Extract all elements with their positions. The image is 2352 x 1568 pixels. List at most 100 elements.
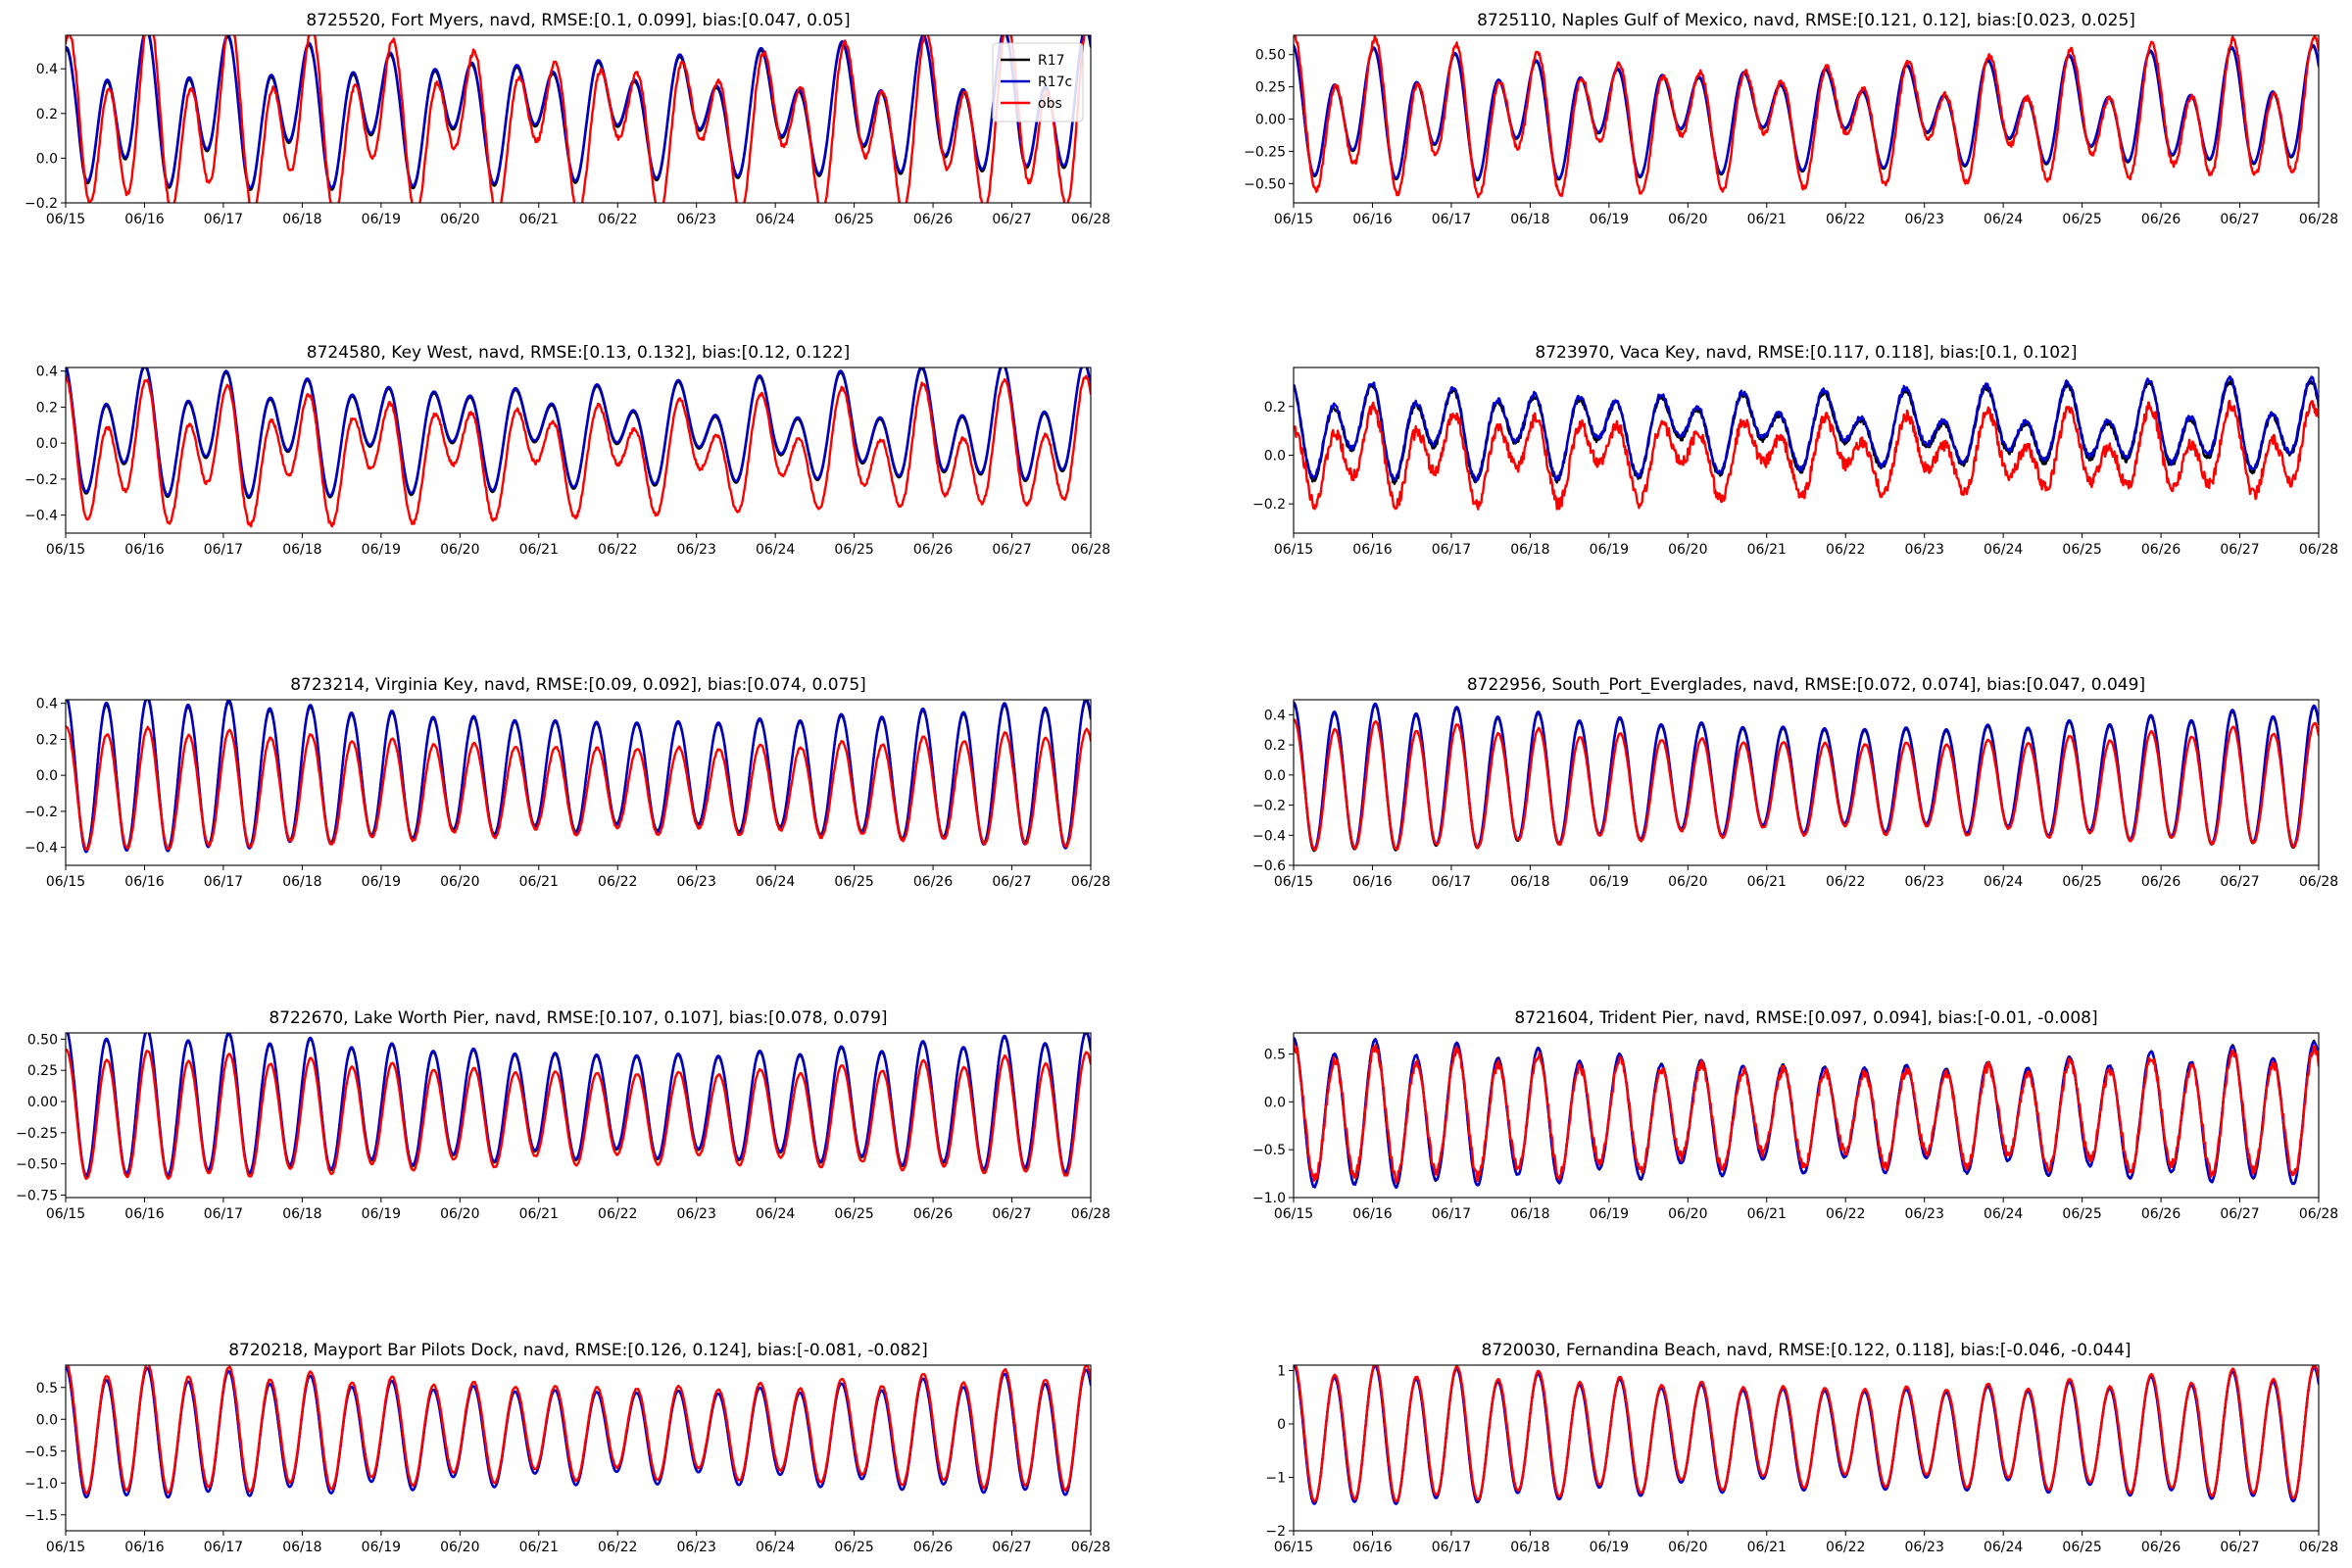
x-tick-label: 06/23 (677, 1540, 716, 1555)
legend-label: R17 (1038, 53, 1065, 69)
x-tick-label: 06/15 (1274, 1206, 1313, 1222)
y-tick-label: −1 (1265, 1470, 1286, 1486)
y-tick-label: 0.4 (1264, 708, 1286, 723)
series-line-obs (66, 725, 1091, 852)
x-tick-label: 06/20 (1668, 212, 1707, 227)
y-tick-label: −0.4 (24, 841, 58, 857)
series-line-obs (66, 35, 1086, 203)
x-tick-label: 06/28 (2299, 212, 2338, 227)
panel-7: 8722670, Lake Worth Pier, navd, RMSE:[0.… (16, 1008, 1110, 1222)
x-tick-label: 06/23 (677, 874, 716, 890)
series-line-obs (66, 1048, 1091, 1181)
series-line-r17c (67, 1033, 1091, 1177)
x-tick-label: 06/15 (1274, 1540, 1313, 1555)
x-tick-label: 06/19 (1590, 874, 1629, 890)
x-tick-label: 06/18 (1510, 874, 1549, 890)
y-tick-label: −0.50 (1244, 176, 1286, 192)
y-tick-label: 0.2 (1264, 400, 1286, 416)
x-tick-label: 06/17 (1432, 1540, 1471, 1555)
x-tick-label: 06/17 (204, 1206, 243, 1222)
y-tick-label: 0.0 (1264, 448, 1286, 464)
x-tick-label: 06/20 (440, 1540, 479, 1555)
x-tick-label: 06/15 (46, 542, 85, 558)
x-tick-label: 06/22 (598, 1540, 637, 1555)
x-tick-label: 06/19 (362, 1206, 401, 1222)
panel-6: 8722956, South_Port_Everglades, navd, RM… (1252, 675, 2338, 890)
x-tick-label: 06/25 (2062, 874, 2101, 890)
series-group (1294, 375, 2319, 511)
x-tick-label: 06/18 (1510, 1540, 1549, 1555)
y-tick-label: 0.0 (36, 768, 58, 784)
series-group (1294, 1037, 2319, 1190)
panel-1: 8725520, Fort Myers, navd, RMSE:[0.1, 0.… (24, 11, 1110, 227)
series-line-obs (1294, 1365, 2319, 1503)
x-tick-label: 06/18 (282, 874, 321, 890)
x-tick-label: 06/28 (1071, 1206, 1110, 1222)
x-tick-label: 06/26 (2141, 1206, 2180, 1222)
x-tick-label: 06/19 (1590, 1206, 1629, 1222)
series-line-obs (66, 373, 1091, 528)
x-tick-label: 06/19 (1590, 542, 1629, 558)
x-tick-label: 06/26 (913, 1206, 953, 1222)
x-tick-label: 06/25 (2062, 1206, 2101, 1222)
y-tick-label: 0.0 (1264, 1095, 1286, 1110)
x-tick-label: 06/27 (992, 1540, 1031, 1555)
legend-label: obs (1038, 96, 1062, 112)
x-tick-label: 06/26 (2141, 212, 2180, 227)
panel-2: 8725110, Naples Gulf of Mexico, navd, RM… (1244, 11, 2338, 227)
y-tick-label: 0.5 (1264, 1047, 1286, 1062)
x-tick-label: 06/24 (756, 542, 795, 558)
x-tick-label: 06/21 (1747, 1206, 1787, 1222)
x-tick-label: 06/15 (1274, 542, 1313, 558)
x-tick-label: 06/24 (756, 212, 795, 227)
x-tick-label: 06/27 (992, 1206, 1031, 1222)
panel-9: 8720218, Mayport Bar Pilots Dock, navd, … (24, 1341, 1110, 1555)
series-line-obs (1294, 718, 2319, 852)
x-tick-label: 06/18 (1510, 542, 1549, 558)
x-tick-label: 06/16 (124, 1540, 164, 1555)
x-tick-label: 06/21 (1747, 1540, 1787, 1555)
x-tick-label: 06/17 (204, 212, 243, 227)
panel-8: 8721604, Trident Pier, navd, RMSE:[0.097… (1252, 1008, 2338, 1222)
x-tick-label: 06/15 (46, 1540, 85, 1555)
x-tick-label: 06/17 (1432, 1206, 1471, 1222)
x-tick-label: 06/15 (1274, 212, 1313, 227)
x-tick-label: 06/26 (2141, 542, 2180, 558)
x-tick-label: 06/25 (834, 1206, 873, 1222)
x-tick-label: 06/18 (282, 1540, 321, 1555)
series-group (66, 35, 1091, 203)
x-tick-label: 06/25 (834, 212, 873, 227)
x-tick-label: 06/28 (1071, 874, 1110, 890)
x-tick-label: 06/19 (1590, 1540, 1629, 1555)
panel-title: 8722956, South_Port_Everglades, navd, RM… (1467, 675, 2145, 695)
y-tick-label: 0.4 (36, 365, 58, 380)
x-tick-label: 06/21 (519, 1206, 559, 1222)
y-tick-label: 0.0 (36, 151, 58, 167)
series-group (1294, 35, 2319, 199)
series-group (66, 368, 1091, 528)
x-tick-label: 06/21 (519, 874, 559, 890)
plot-frame (1293, 1032, 2320, 1199)
x-tick-label: 06/27 (2220, 1540, 2259, 1555)
x-tick-label: 06/23 (1905, 874, 1944, 890)
series-group (1294, 1365, 2319, 1505)
x-tick-label: 06/28 (2299, 1540, 2338, 1555)
x-tick-label: 06/24 (756, 874, 795, 890)
y-tick-label: −0.50 (16, 1157, 58, 1173)
panel-4: 8723970, Vaca Key, navd, RMSE:[0.117, 0.… (1252, 343, 2338, 558)
x-tick-label: 06/17 (204, 1540, 243, 1555)
x-tick-label: 06/20 (440, 1206, 479, 1222)
y-tick-label: 0.00 (1255, 113, 1286, 128)
panel-title: 8721604, Trident Pier, navd, RMSE:[0.097… (1514, 1008, 2097, 1028)
x-tick-label: 06/27 (2220, 874, 2259, 890)
x-tick-label: 06/16 (124, 874, 164, 890)
x-tick-label: 06/23 (677, 212, 716, 227)
x-tick-label: 06/23 (1905, 212, 1944, 227)
x-tick-label: 06/22 (598, 1206, 637, 1222)
x-tick-label: 06/27 (2220, 212, 2259, 227)
y-tick-label: −1.5 (24, 1508, 58, 1524)
y-tick-label: −0.2 (24, 805, 58, 820)
x-tick-label: 06/20 (440, 542, 479, 558)
x-tick-label: 06/15 (46, 212, 85, 227)
x-tick-label: 06/20 (1668, 1206, 1707, 1222)
